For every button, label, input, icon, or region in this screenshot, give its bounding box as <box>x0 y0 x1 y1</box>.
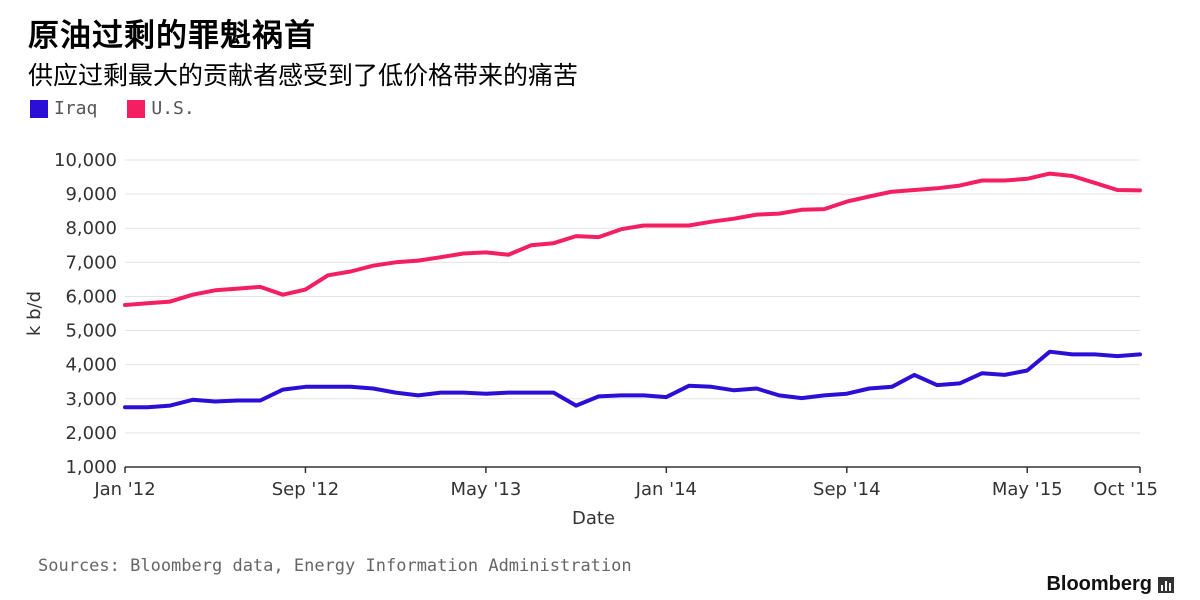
y-tick-label: 6,000 <box>65 286 117 307</box>
y-tick-label: 1,000 <box>65 457 117 478</box>
x-tick-label: Sep '14 <box>813 479 881 500</box>
legend-swatch-iraq <box>30 99 48 118</box>
y-tick-label: 3,000 <box>65 389 117 410</box>
y-axis-ticks: 1,000 2,000 3,000 4,000 5,000 6,000 7,000 8,000… <box>54 150 117 478</box>
y-tick-label: 10,000 <box>54 150 117 171</box>
series-line-us <box>123 171 1142 307</box>
page-subtitle: 供应过剩最大的贡献者感受到了低价格带来的痛苦 <box>28 61 579 90</box>
chart-legend: Iraq U.S. <box>30 98 225 119</box>
page-title: 原油过剩的罪魁祸首 <box>28 18 316 54</box>
brand-logo: Bloomberg <box>1046 573 1174 596</box>
x-tick-label: Oct '15 <box>1093 479 1158 500</box>
legend-item-us: U.S. <box>127 98 195 119</box>
y-tick-label: 8,000 <box>65 218 117 239</box>
y-tick-label: 9,000 <box>65 184 117 205</box>
x-tick-label: May '15 <box>992 479 1063 500</box>
legend-label-iraq: Iraq <box>54 98 98 119</box>
y-tick-label: 7,000 <box>65 252 117 273</box>
x-tick-label: Jan '12 <box>93 479 155 500</box>
chart-series <box>123 171 1142 410</box>
x-tick-label: May '13 <box>450 479 521 500</box>
x-tick-label: Jan '14 <box>635 479 697 500</box>
y-tick-label: 4,000 <box>65 355 117 376</box>
series-line-iraq <box>123 349 1142 410</box>
y-axis-label: k b/d <box>24 291 45 336</box>
bar-chart-icon <box>1158 576 1174 593</box>
source-note: Sources: Bloomberg data, Energy Informat… <box>38 556 632 576</box>
legend-label-us: U.S. <box>151 98 195 119</box>
x-tick-label: Sep '12 <box>272 479 340 500</box>
x-axis: Jan '12 Sep '12 May '13 Jan '14 Sep '14 May '… <box>93 466 1158 500</box>
brand-name: Bloomberg <box>1046 573 1152 595</box>
y-tick-label: 2,000 <box>65 423 117 444</box>
legend-swatch-us <box>127 99 146 118</box>
x-axis-label: Date <box>572 508 615 529</box>
y-tick-label: 5,000 <box>65 321 117 342</box>
legend-item-iraq: Iraq <box>30 98 97 119</box>
chart-gridlines <box>125 159 1140 434</box>
